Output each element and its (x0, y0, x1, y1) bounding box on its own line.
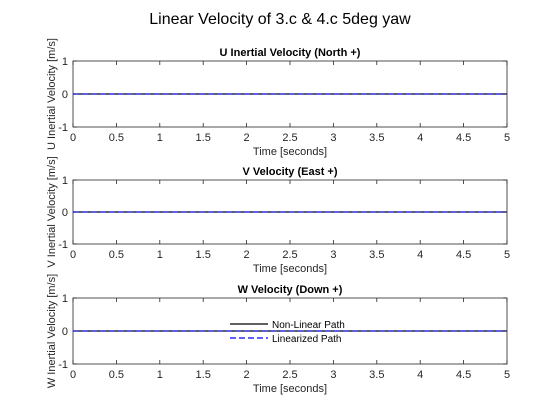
u-plot-xtick-label: 0 (70, 132, 76, 144)
v-plot-xtick-label: 1.5 (196, 249, 211, 261)
w-plot-ytick-label: 1 (62, 293, 68, 305)
u-plot-xtick-label: 0.5 (109, 132, 124, 144)
v-plot-xtick-label: 0 (70, 249, 76, 261)
v-plot-xtick-label: 1 (157, 249, 163, 261)
v-plot-ytick-label: 1 (62, 175, 68, 187)
v-plot-ytick-label: -1 (58, 239, 68, 251)
v-plot-xtick-label: 3.5 (369, 249, 384, 261)
u-plot-xtick-label: 2 (244, 132, 250, 144)
w-plot-xlabel: Time [seconds] (253, 383, 327, 395)
u-plot-xtick-label: 4.5 (456, 132, 471, 144)
v-plot-ytick-label: 0 (62, 207, 68, 219)
subplots: U Inertial Velocity (North +) 0 0.5 1 1.5 2 2.… (46, 38, 510, 395)
w-plot-title: W Velocity (Down +) (238, 284, 343, 296)
v-plot-xtick-label: 2 (244, 249, 250, 261)
v-plot-xtick-label: 5 (504, 249, 510, 261)
u-plot-ytick-label: 0 (62, 89, 68, 101)
v-plot-xlabel: Time [seconds] (253, 263, 327, 275)
figure-title: Linear Velocity of 3.c & 4.c 5deg yaw (149, 11, 411, 28)
v-plot-xtick-label: 4 (417, 249, 423, 261)
v-plot-xtick-label: 3 (330, 249, 336, 261)
u-plot-ylabel: U Inertial Velocity [m/s] (46, 38, 58, 150)
w-plot-xtick-label: 1 (157, 369, 163, 381)
v-plot-xtick-label: 0.5 (109, 249, 124, 261)
u-plot-ytick-label: 1 (62, 56, 68, 68)
w-plot-xtick-label: 3 (330, 369, 336, 381)
u-plot-xlabel: Time [seconds] (253, 146, 327, 158)
v-plot: V Velocity (East +) 0 0.5 1 1.5 2 2.5 3 3.5 4 4.5 5… (46, 156, 510, 275)
w-plot-xtick-label: 0 (70, 369, 76, 381)
legend-label-linearized: Linearized Path (272, 334, 342, 345)
u-plot-ytick-label: -1 (58, 122, 68, 134)
w-plot-xtick-label: 1.5 (196, 369, 211, 381)
u-plot: U Inertial Velocity (North +) 0 0.5 1 1.5 2 2.… (46, 38, 510, 158)
u-plot-xtick-label: 2.5 (282, 132, 297, 144)
w-plot-xtick-label: 2.5 (282, 369, 297, 381)
w-plot-xtick-label: 2 (244, 369, 250, 381)
u-plot-xtick-label: 1.5 (196, 132, 211, 144)
u-plot-title: U Inertial Velocity (North +) (220, 47, 361, 59)
w-plot-xtick-label: 4.5 (456, 369, 471, 381)
w-plot-ylabel: W Inertial Velocity [m/s] (46, 274, 58, 388)
u-plot-xtick-label: 5 (504, 132, 510, 144)
w-plot-xtick-label: 4 (417, 369, 423, 381)
u-plot-xtick-label: 1 (157, 132, 163, 144)
u-plot-xtick-label: 3 (330, 132, 336, 144)
w-plot-xtick-label: 0.5 (109, 369, 124, 381)
w-plot-xtick-label: 3.5 (369, 369, 384, 381)
u-plot-xtick-label: 3.5 (369, 132, 384, 144)
u-plot-xtick-label: 4 (417, 132, 423, 144)
w-plot-xtick-label: 5 (504, 369, 510, 381)
w-plot-legend: Non-Linear Path Linearized Path (230, 320, 345, 345)
v-plot-title: V Velocity (East +) (242, 166, 337, 178)
v-plot-xtick-label: 4.5 (456, 249, 471, 261)
w-plot-ytick-label: 0 (62, 326, 68, 338)
w-plot: W Velocity (Down +) 0 0.5 1 1.5 2 2.5 3 3.5 4 4.5 5… (46, 274, 510, 395)
w-plot-ytick-label: -1 (58, 359, 68, 371)
legend-label-nonlinear: Non-Linear Path (272, 320, 345, 331)
v-plot-xtick-label: 2.5 (282, 249, 297, 261)
v-plot-ylabel: V Inertial Velocity [m/s] (46, 156, 58, 267)
